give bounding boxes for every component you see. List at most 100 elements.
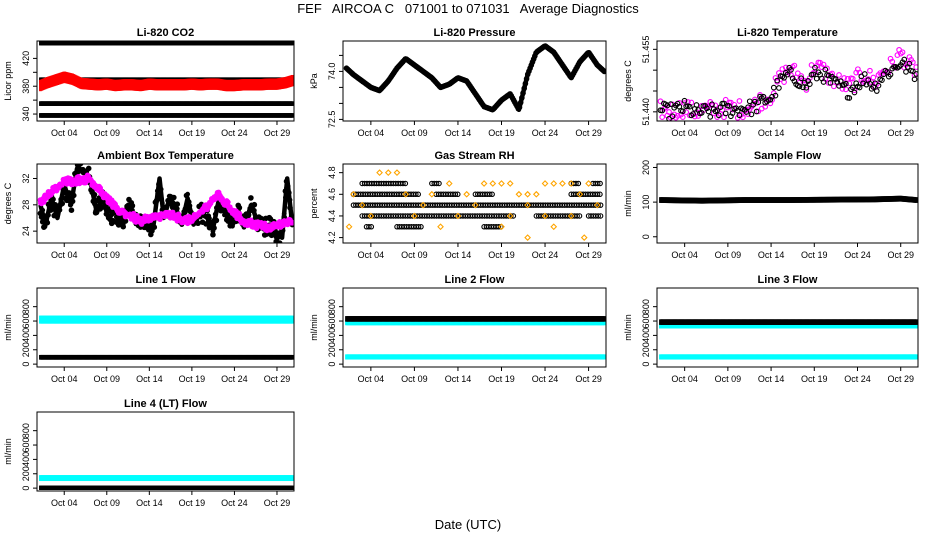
series-line-1-flow-black- xyxy=(39,354,294,360)
x-tick-label: Oct 19 xyxy=(801,250,828,260)
data-point xyxy=(822,66,829,73)
data-point xyxy=(415,191,422,198)
data-point xyxy=(666,109,672,115)
data-point xyxy=(810,71,817,78)
panel-data xyxy=(343,43,606,113)
data-point xyxy=(280,242,282,243)
data-point xyxy=(602,316,606,322)
panel-data xyxy=(345,316,606,360)
data-point xyxy=(345,223,353,231)
series-line-3-flow-black- xyxy=(659,319,918,325)
x-tick-label: Oct 29 xyxy=(887,374,914,384)
x-tick-label: Oct 29 xyxy=(887,250,914,260)
panel-frame xyxy=(342,40,607,122)
y-tick-label: 600 xyxy=(641,314,651,329)
data-point xyxy=(580,234,588,241)
series-cal-a xyxy=(39,41,294,46)
data-point xyxy=(690,111,696,117)
data-point xyxy=(884,69,890,75)
x-tick-label: Oct 24 xyxy=(532,250,559,260)
data-point xyxy=(841,75,848,81)
data-point xyxy=(827,80,834,86)
data-point xyxy=(705,108,712,115)
data-point xyxy=(393,169,401,177)
data-point xyxy=(602,354,606,360)
data-point xyxy=(693,102,700,108)
x-tick-label: Oct 19 xyxy=(179,374,206,384)
x-tick-label: Oct 04 xyxy=(671,128,698,138)
data-point xyxy=(487,191,493,198)
y-tick-label: 4.4 xyxy=(327,210,337,223)
x-tick-label: Oct 24 xyxy=(844,374,871,384)
data-point xyxy=(709,101,715,108)
data-point xyxy=(831,83,837,90)
panel-data xyxy=(39,315,294,360)
y-tick-label: 400 xyxy=(641,328,651,343)
y-tick-label: 800 xyxy=(21,299,31,314)
data-point xyxy=(746,98,753,105)
x-tick-label: Oct 14 xyxy=(136,128,163,138)
panel-data xyxy=(39,41,294,118)
data-point xyxy=(77,164,84,167)
y-tick-label: 200 xyxy=(21,342,31,357)
x-tick-label: Oct 29 xyxy=(887,128,914,138)
y-tick-label: 100 xyxy=(641,195,651,210)
x-tick-label: Oct 14 xyxy=(445,374,472,384)
panel-frame xyxy=(36,40,295,122)
data-point xyxy=(698,110,705,116)
x-tick-label: Oct 24 xyxy=(844,250,871,260)
data-point xyxy=(376,169,383,177)
data-point xyxy=(762,103,769,110)
data-point xyxy=(495,224,502,230)
data-point xyxy=(498,180,505,187)
data-point xyxy=(667,101,674,107)
data-point xyxy=(674,113,681,119)
data-point xyxy=(524,234,532,241)
data-point xyxy=(736,98,743,104)
data-point xyxy=(597,213,604,219)
series-line-2-flow-cyan- xyxy=(345,319,606,326)
y-tick-label: 800 xyxy=(327,299,337,314)
y-tick-label: 0 xyxy=(21,362,31,367)
series-line-3-flow-cyan- xyxy=(659,322,918,329)
data-point xyxy=(909,68,916,75)
data-point xyxy=(455,191,461,198)
x-tick-label: Oct 09 xyxy=(94,128,121,138)
data-point xyxy=(755,99,762,106)
data-point xyxy=(659,107,666,114)
x-tick-label: Oct 19 xyxy=(488,250,515,260)
data-point xyxy=(402,180,409,187)
series-rh-4-3 xyxy=(363,224,504,230)
panel-frame xyxy=(36,163,295,244)
panel-frame xyxy=(342,163,607,244)
data-point xyxy=(813,75,820,82)
data-point xyxy=(576,213,583,219)
y-axis-label: ml/min xyxy=(623,190,633,217)
panel-title: Li-820 Pressure xyxy=(434,27,516,39)
data-point xyxy=(906,60,913,67)
data-point xyxy=(806,81,813,87)
data-point xyxy=(774,77,781,84)
panel-frame xyxy=(656,163,919,244)
y-tick-label: 0 xyxy=(641,234,651,239)
data-point xyxy=(748,111,755,118)
data-point xyxy=(803,84,810,91)
series-line xyxy=(38,166,294,240)
series-line xyxy=(344,43,606,113)
data-point xyxy=(436,180,442,187)
panel-title: Line 1 Flow xyxy=(136,274,196,286)
data-point xyxy=(597,202,604,208)
data-point xyxy=(411,212,418,220)
y-tick-label: 4.8 xyxy=(327,166,337,179)
x-tick-label: Oct 14 xyxy=(445,128,472,138)
data-point xyxy=(445,180,453,187)
data-point xyxy=(433,180,440,187)
data-point xyxy=(559,180,566,187)
panel-data xyxy=(37,164,294,243)
data-point xyxy=(753,108,760,115)
x-tick-label: Oct 09 xyxy=(401,374,428,384)
data-point xyxy=(798,75,805,82)
